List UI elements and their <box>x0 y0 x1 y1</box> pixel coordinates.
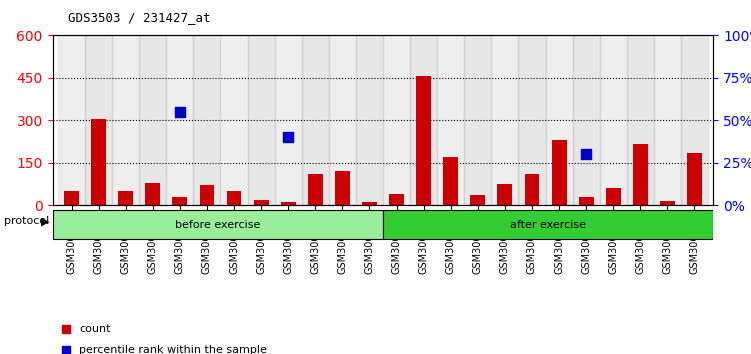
Text: before exercise: before exercise <box>175 220 261 230</box>
Bar <box>545 35 572 205</box>
Bar <box>248 35 275 205</box>
Bar <box>85 35 112 205</box>
Bar <box>173 197 187 205</box>
Bar <box>194 35 221 205</box>
Bar <box>383 35 410 205</box>
Bar <box>281 202 296 205</box>
Bar <box>302 35 329 205</box>
Bar <box>275 35 302 205</box>
Bar <box>58 35 85 205</box>
Bar <box>606 188 620 205</box>
Bar <box>356 35 383 205</box>
Point <box>497 98 509 104</box>
Bar <box>416 76 431 205</box>
Bar <box>443 157 458 205</box>
Bar <box>579 197 593 205</box>
Bar <box>654 35 681 205</box>
Bar <box>200 185 214 205</box>
Text: count: count <box>79 324 110 333</box>
Bar <box>227 191 242 205</box>
Bar <box>633 144 648 205</box>
Bar <box>687 153 702 205</box>
Bar <box>518 35 545 205</box>
Bar <box>470 195 485 205</box>
Bar <box>572 35 600 205</box>
Bar <box>524 174 539 205</box>
Bar <box>139 35 166 205</box>
Bar <box>91 119 106 205</box>
Point <box>497 291 509 297</box>
Bar <box>437 35 464 205</box>
Point <box>174 109 186 115</box>
Text: GDS3503 / 231427_at: GDS3503 / 231427_at <box>68 11 210 24</box>
Bar <box>221 35 248 205</box>
Bar <box>681 35 708 205</box>
Text: percentile rank within the sample: percentile rank within the sample <box>79 345 267 354</box>
Bar <box>410 35 437 205</box>
Bar <box>464 35 491 205</box>
Text: ▶: ▶ <box>41 216 50 226</box>
Bar <box>146 183 160 205</box>
Point <box>580 152 592 157</box>
FancyBboxPatch shape <box>53 210 383 239</box>
Bar <box>112 35 139 205</box>
Point <box>282 135 294 140</box>
Text: protocol: protocol <box>4 216 49 226</box>
Text: after exercise: after exercise <box>510 220 587 230</box>
Bar <box>335 171 350 205</box>
Bar <box>64 191 79 205</box>
Bar <box>118 191 133 205</box>
FancyBboxPatch shape <box>383 210 713 239</box>
Bar <box>329 35 356 205</box>
Bar <box>627 35 654 205</box>
Bar <box>600 35 627 205</box>
Bar <box>308 174 323 205</box>
Bar <box>166 35 194 205</box>
Bar <box>362 202 377 205</box>
Bar <box>497 184 512 205</box>
Bar <box>254 200 269 205</box>
Bar <box>491 35 518 205</box>
Bar <box>660 201 675 205</box>
Bar <box>389 194 404 205</box>
Bar <box>552 140 566 205</box>
